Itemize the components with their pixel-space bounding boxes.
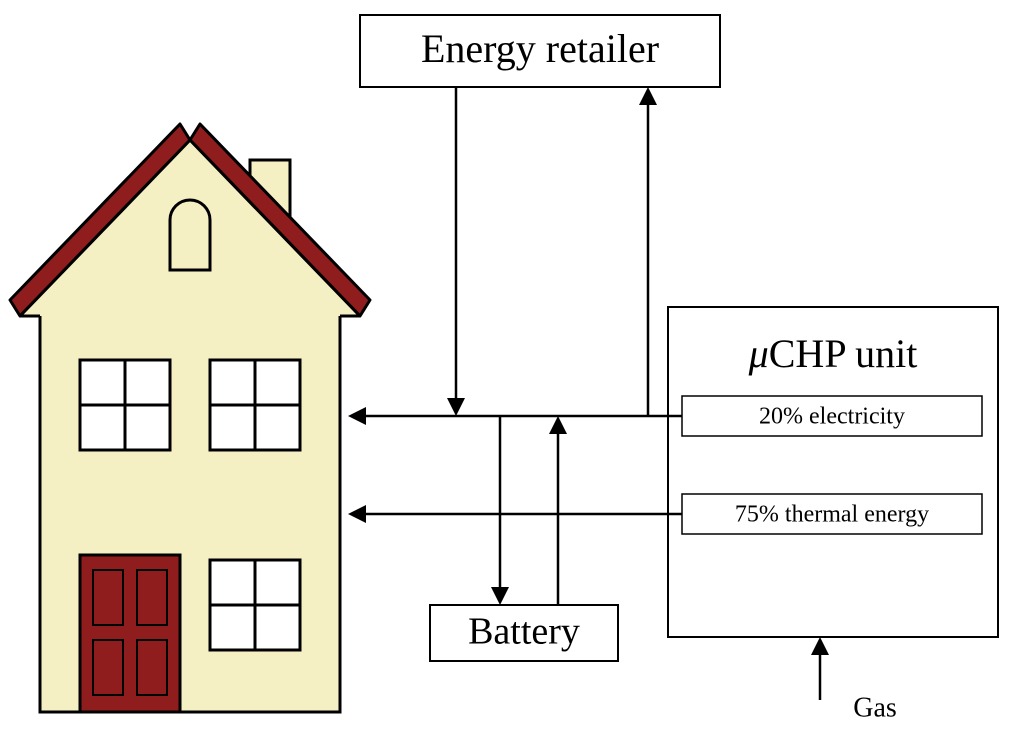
house-attic-window: [170, 200, 210, 270]
energy-retailer-label: Energy retailer: [421, 26, 659, 71]
house-door-panel: [137, 640, 167, 695]
chp-thermal-label: 75% thermal energy: [735, 502, 929, 528]
house-door-panel: [93, 570, 123, 625]
arrow-head-icon: [811, 637, 829, 655]
house-door-panel: [93, 640, 123, 695]
house-door-panel: [137, 570, 167, 625]
chp-unit-title: μCHP unit: [748, 331, 918, 376]
arrow-head-icon: [491, 587, 509, 605]
house-icon: [10, 124, 370, 712]
gas-label: Gas: [853, 692, 897, 723]
chp-electricity-label: 20% electricity: [759, 404, 905, 430]
arrow-head-icon: [348, 505, 366, 523]
battery-label: Battery: [468, 611, 580, 653]
diagram-canvas: Energy retailer μCHP unit 20% electricity 7…: [0, 0, 1024, 729]
arrow-head-icon: [447, 398, 465, 416]
arrow-head-icon: [348, 407, 366, 425]
arrow-head-icon: [639, 87, 657, 105]
arrow-head-icon: [549, 416, 567, 434]
